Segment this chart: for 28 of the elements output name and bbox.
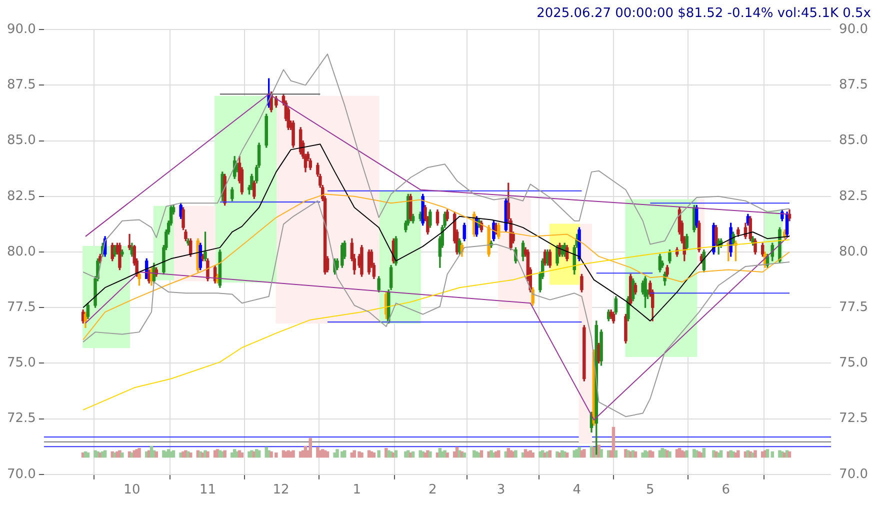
y2-tick-label: 82.5 [839,188,868,204]
x-tick-label: 12 [272,482,290,498]
y-tick-label: 80.0 [6,244,36,260]
x-tick-label: 1 [352,482,361,498]
x-tick-label: 10 [124,482,140,498]
y-tick-label: 70.0 [6,466,36,482]
x-tick-label: 5 [646,482,654,498]
y2-tick-label: 70.0 [839,466,868,482]
y2-tick-label: 90.0 [839,22,868,37]
y-tick-label: 82.5 [6,188,36,204]
y2-tick-label: 80.0 [839,244,868,260]
y2-tick-label: 72.5 [839,411,868,426]
x-tick-label: 3 [496,482,506,498]
y-tick-label: 90.0 [6,22,36,37]
x-tick-label: 4 [572,482,581,498]
y-tick-label: 87.5 [6,78,36,93]
y-tick-label: 75.0 [6,356,36,371]
x-tick-label: 6 [722,482,730,498]
x-tick-label: 2 [428,482,437,498]
y2-tick-label: 75.0 [839,356,868,371]
y-tick-label: 72.5 [6,411,36,426]
y2-tick-label: 87.5 [839,78,868,93]
y2-tick-label: 85.0 [839,133,868,148]
y2-tick-label: 77.5 [839,300,868,315]
y-tick-label: 85.0 [6,133,36,148]
y-tick-label: 77.5 [6,300,36,315]
chart-title: 2025.06.27 00:00:00 $81.52 -0.14% vol:45.1K 0.5x [536,6,872,22]
x-tick-label: 11 [199,482,216,498]
